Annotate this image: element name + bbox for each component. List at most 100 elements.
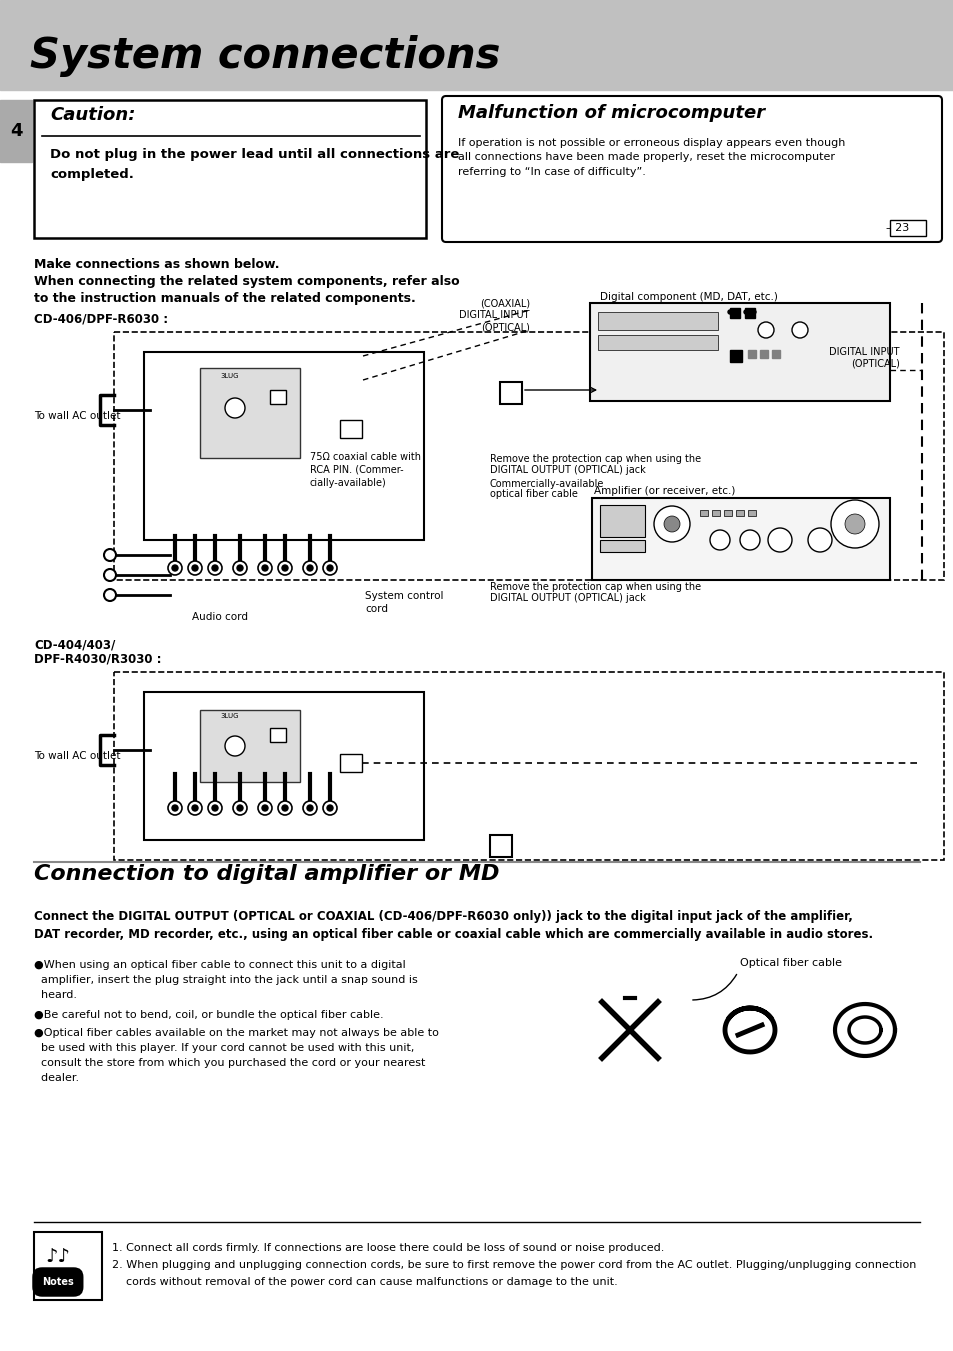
Bar [729, 308, 740, 317]
Text: When connecting the related system components, refer also: When connecting the related system compo… [34, 276, 459, 288]
Circle shape [277, 801, 292, 815]
Text: Digital component (MD, DAT, etc.): Digital component (MD, DAT, etc.) [599, 292, 777, 303]
Circle shape [192, 805, 198, 811]
Text: amplifier, insert the plug straight into the jack until a snap sound is: amplifier, insert the plug straight into… [34, 975, 417, 985]
FancyBboxPatch shape [441, 96, 941, 242]
Text: Audio cord: Audio cord [192, 612, 248, 621]
Text: 4: 4 [10, 122, 22, 141]
Text: DIGITAL INPUT: DIGITAL INPUT [828, 347, 899, 357]
Circle shape [323, 801, 336, 815]
Text: optical fiber cable: optical fiber cable [490, 489, 578, 499]
Circle shape [188, 561, 202, 576]
Bar [723, 509, 731, 516]
Text: completed.: completed. [50, 168, 133, 181]
Circle shape [168, 561, 182, 576]
Bar [889, 220, 925, 236]
Text: DIGITAL OUTPUT (OPTICAL) jack: DIGITAL OUTPUT (OPTICAL) jack [490, 593, 645, 603]
Text: ●Optical fiber cables available on the market may not always be able to: ●Optical fiber cables available on the m… [34, 1028, 438, 1038]
Text: heard.: heard. [34, 990, 77, 1000]
Circle shape [168, 801, 182, 815]
Circle shape [758, 322, 773, 338]
Circle shape [262, 805, 268, 811]
Text: CD-406/DPF-R6030 :: CD-406/DPF-R6030 : [34, 312, 168, 326]
Bar [490, 835, 512, 857]
Circle shape [327, 805, 333, 811]
Bar [499, 382, 521, 404]
Bar [0, 0, 953, 91]
Bar [744, 308, 754, 317]
Bar [598, 335, 718, 350]
Text: 1. Connect all cords firmly. If connections are loose there could be loss of sou: 1. Connect all cords firmly. If connecti… [112, 1243, 663, 1252]
Bar [599, 505, 644, 536]
Circle shape [791, 322, 807, 338]
Text: Make connections as shown below.: Make connections as shown below. [34, 258, 279, 272]
Circle shape [104, 569, 116, 581]
Bar [113, 671, 943, 861]
Circle shape [654, 507, 689, 542]
Text: to the instruction manuals of the related components.: to the instruction manuals of the relate… [34, 292, 416, 305]
Circle shape [323, 561, 336, 576]
Circle shape [104, 549, 116, 561]
Text: To wall AC outlet: To wall AC outlet [34, 411, 120, 422]
Bar [711, 509, 720, 516]
Circle shape [307, 805, 313, 811]
Circle shape [709, 530, 729, 550]
Circle shape [172, 805, 178, 811]
Text: DPF-R4030/R3030 :: DPF-R4030/R3030 : [34, 653, 161, 665]
Text: DAT recorder, MD recorder, etc., using an optical fiber cable or coaxial cable w: DAT recorder, MD recorder, etc., using a… [34, 928, 872, 942]
Circle shape [233, 801, 247, 815]
Circle shape [188, 801, 202, 815]
Text: Remove the protection cap when using the: Remove the protection cap when using the [490, 582, 700, 592]
Text: – 23: – 23 [885, 223, 908, 232]
Bar [747, 350, 755, 358]
Text: ♪♪: ♪♪ [45, 1247, 70, 1266]
Circle shape [767, 528, 791, 553]
Text: 75Ω coaxial cable with
RCA PIN. (Commer-
cially-available): 75Ω coaxial cable with RCA PIN. (Commer-… [310, 451, 420, 488]
Circle shape [282, 805, 288, 811]
Text: (OPTICAL): (OPTICAL) [480, 322, 530, 332]
Bar [34, 1232, 102, 1300]
Text: DIGITAL OUTPUT (OPTICAL) jack: DIGITAL OUTPUT (OPTICAL) jack [490, 465, 645, 476]
Circle shape [735, 309, 740, 313]
Text: (OPTICAL): (OPTICAL) [850, 358, 899, 367]
Circle shape [192, 565, 198, 571]
Text: Connection to digital amplifier or MD: Connection to digital amplifier or MD [34, 865, 499, 884]
Circle shape [282, 565, 288, 571]
Text: 2. When plugging and unplugging connection cords, be sure to first remove the po: 2. When plugging and unplugging connecti… [112, 1260, 916, 1270]
Text: dealer.: dealer. [34, 1073, 79, 1084]
Bar [34, 100, 426, 238]
Text: CD-404/403/: CD-404/403/ [34, 638, 115, 651]
Text: ●When using an optical fiber cable to connect this unit to a digital: ●When using an optical fiber cable to co… [34, 961, 405, 970]
Circle shape [257, 561, 272, 576]
Circle shape [303, 801, 316, 815]
Circle shape [233, 561, 247, 576]
Bar [270, 728, 286, 742]
Text: Do not plug in the power lead until all connections are: Do not plug in the power lead until all … [50, 149, 459, 161]
Text: Malfunction of microcomputer: Malfunction of microcomputer [457, 104, 764, 122]
Bar [760, 350, 767, 358]
Circle shape [307, 565, 313, 571]
Text: Notes: Notes [42, 1277, 73, 1288]
Circle shape [277, 561, 292, 576]
Bar [747, 509, 755, 516]
Circle shape [257, 801, 272, 815]
Bar [598, 312, 718, 330]
Circle shape [236, 565, 243, 571]
Circle shape [208, 561, 222, 576]
Text: 3LUG: 3LUG [220, 373, 238, 380]
Circle shape [743, 309, 747, 313]
Circle shape [262, 565, 268, 571]
Bar [771, 350, 780, 358]
Bar [339, 754, 361, 771]
Circle shape [751, 309, 755, 313]
Circle shape [807, 528, 831, 553]
Circle shape [225, 736, 245, 757]
Circle shape [208, 801, 222, 815]
Text: be used with this player. If your cord cannot be used with this unit,: be used with this player. If your cord c… [34, 1043, 414, 1052]
Circle shape [303, 561, 316, 576]
Circle shape [327, 565, 333, 571]
Circle shape [830, 500, 878, 549]
Bar [200, 367, 299, 458]
Circle shape [225, 399, 245, 417]
Circle shape [740, 530, 760, 550]
